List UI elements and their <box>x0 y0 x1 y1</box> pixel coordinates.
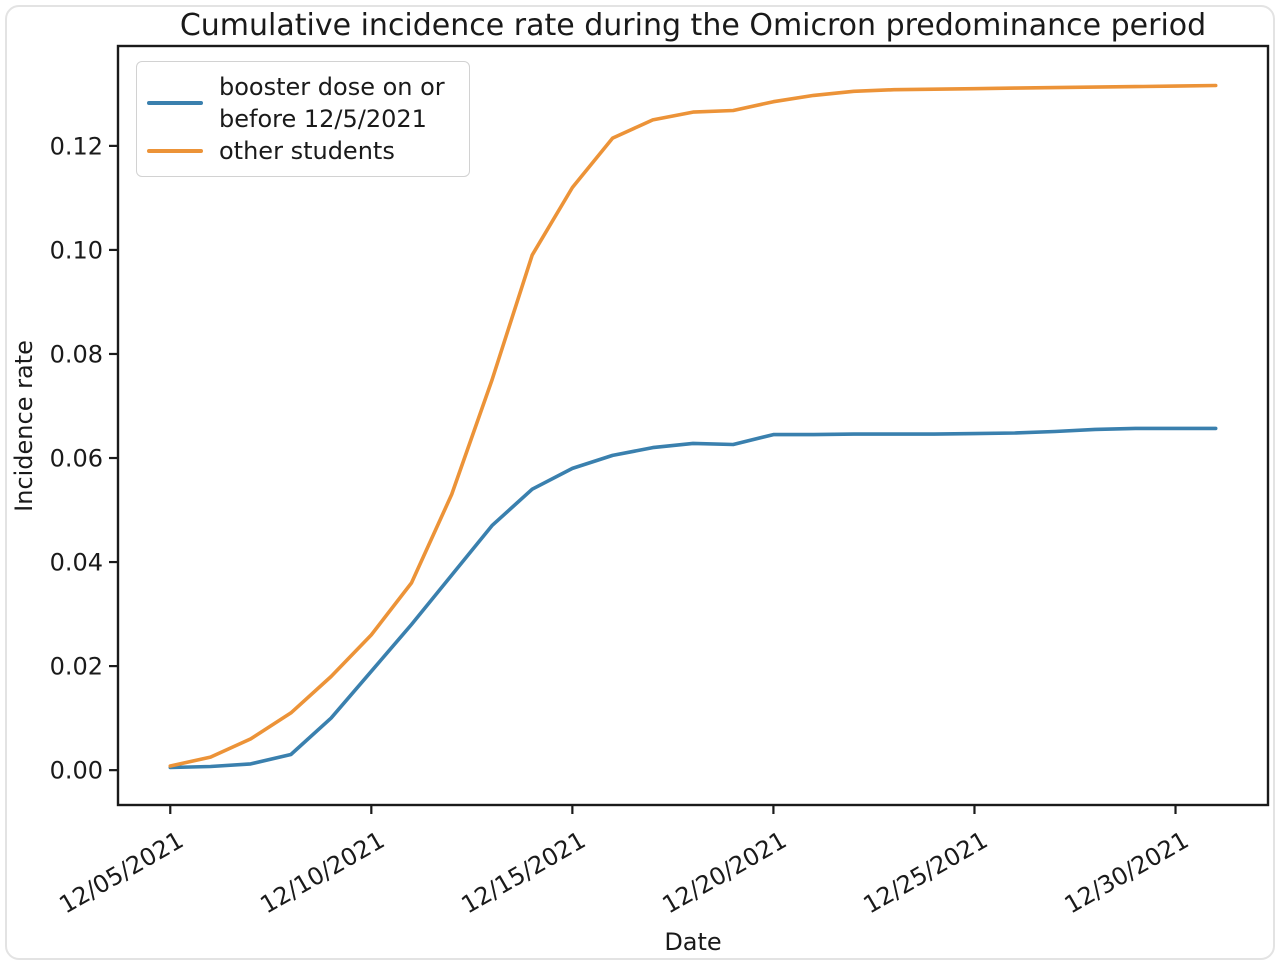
y-axis-tick-label: 0.00 <box>50 757 103 785</box>
y-axis-tick-label: 0.10 <box>50 236 103 264</box>
x-axis-tick-label: 12/25/2021 <box>859 826 993 919</box>
legend-item-label: other students <box>219 137 395 165</box>
x-axis-tick-label: 12/15/2021 <box>457 826 591 919</box>
legend-item-booster: booster dose on or before 12/5/2021 <box>147 71 457 135</box>
legend: booster dose on or before 12/5/2021 othe… <box>136 61 470 177</box>
x-axis-tick-label: 12/10/2021 <box>256 826 390 919</box>
x-axis-tick-label: 12/05/2021 <box>54 826 188 919</box>
legend-item-label: booster dose on or before 12/5/2021 <box>219 73 445 133</box>
y-axis-tick-label: 0.08 <box>50 340 103 368</box>
y-axis-tick-label: 0.06 <box>50 445 103 473</box>
y-axis-tick-label: 0.04 <box>50 549 103 577</box>
plot-border <box>116 44 1270 807</box>
legend-item-other-students: other students <box>147 135 457 167</box>
legend-line-swatch-other-students <box>147 149 203 153</box>
y-axis-tick-label: 0.02 <box>50 653 103 681</box>
series-line-booster <box>168 426 1218 770</box>
legend-line-swatch-booster <box>147 101 203 105</box>
chart-title: Cumulative incidence rate during the Omi… <box>179 8 1207 43</box>
x-axis-label: Date <box>664 928 722 956</box>
x-axis-tick-label: 12/20/2021 <box>658 826 792 919</box>
x-axis-tick-label: 12/30/2021 <box>1060 826 1194 919</box>
series-line-other-students <box>168 83 1218 768</box>
y-axis-tick-label: 0.12 <box>50 132 103 160</box>
y-axis-label: Incidence rate <box>10 340 38 512</box>
